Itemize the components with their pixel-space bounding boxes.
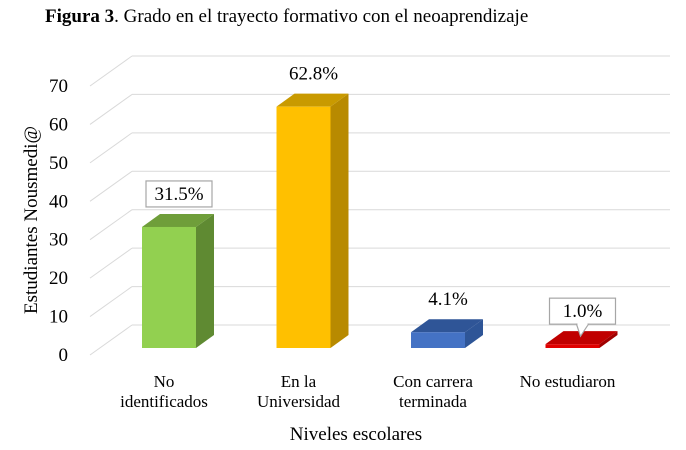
gridline-depth (89, 209, 133, 241)
data-label: 1.0% (563, 301, 603, 322)
x-tick-label: Universidad (257, 392, 341, 411)
gridline-depth (89, 324, 133, 356)
gridline-depth (89, 94, 133, 125)
bar-top-1 (276, 93, 349, 107)
bar-side-1 (330, 93, 349, 348)
y-tick-label: 70 (49, 76, 68, 97)
data-label: 31.5% (154, 184, 203, 205)
x-tick-label: Con carrera (393, 372, 473, 391)
y-tick-label: 0 (59, 345, 69, 366)
x-tick-label: identificados (120, 392, 208, 411)
data-label-box-0 (145, 180, 213, 208)
figure-number: Figura 3 (45, 6, 115, 27)
bar-top-2 (411, 319, 483, 333)
bar-side-0 (196, 213, 214, 348)
x-tick-label: No (154, 372, 175, 391)
gridline-depth (89, 132, 133, 164)
x-axis-title: Niveles escolares (290, 424, 422, 445)
chart-title: Figura 3. Grado en el trayecto formativo… (45, 6, 528, 28)
y-tick-label: 30 (49, 230, 68, 251)
bar-side-3 (599, 331, 618, 348)
bar-3 (545, 344, 600, 348)
bar-top-0 (142, 213, 214, 227)
y-tick-label: 10 (49, 307, 68, 328)
bar-side-2 (465, 319, 483, 348)
x-tick-label: terminada (399, 392, 467, 411)
bar-1 (276, 106, 331, 348)
gridline-depth (89, 55, 133, 87)
gridline-depth (89, 247, 133, 279)
x-tick-label: En la (281, 372, 317, 391)
data-label-box-3 (548, 297, 617, 325)
x-tick-label: No estudiaron (520, 372, 616, 391)
y-tick-label: 50 (49, 153, 68, 174)
gridline-depth (89, 170, 133, 202)
data-label: 62.8% (289, 64, 338, 85)
y-tick-label: 20 (49, 268, 68, 289)
bar-0 (142, 226, 196, 348)
bar-top-3 (545, 331, 618, 345)
y-tick-label: 40 (49, 191, 68, 212)
gridline-depth (89, 286, 133, 317)
figure-caption: . Grado en el trayecto formativo con el … (114, 6, 529, 27)
data-label: 4.1% (428, 289, 468, 310)
bar-2 (411, 332, 465, 348)
y-tick-label: 60 (49, 114, 68, 135)
y-axis-title: Estudiantes Nousmedi@ (21, 126, 42, 314)
